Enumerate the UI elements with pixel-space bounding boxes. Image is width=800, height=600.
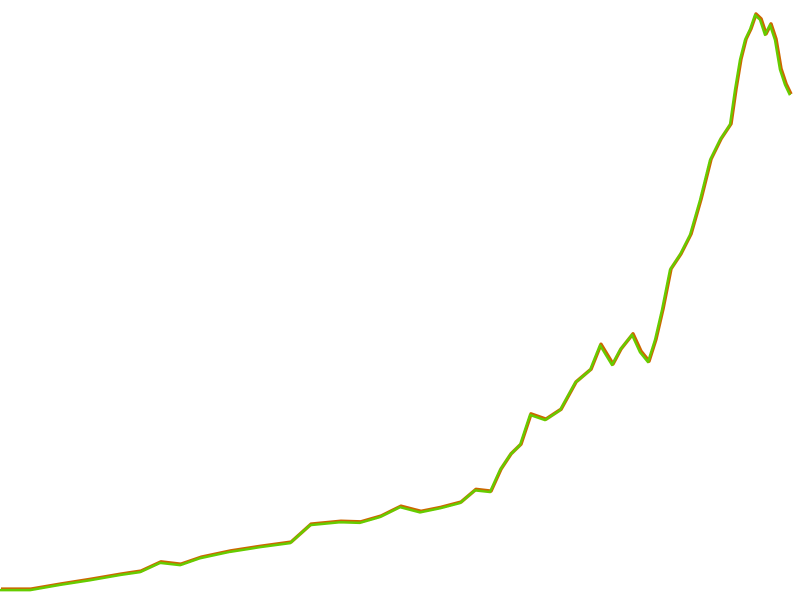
line [0,13,792,592]
line-edge [1,12,793,591]
